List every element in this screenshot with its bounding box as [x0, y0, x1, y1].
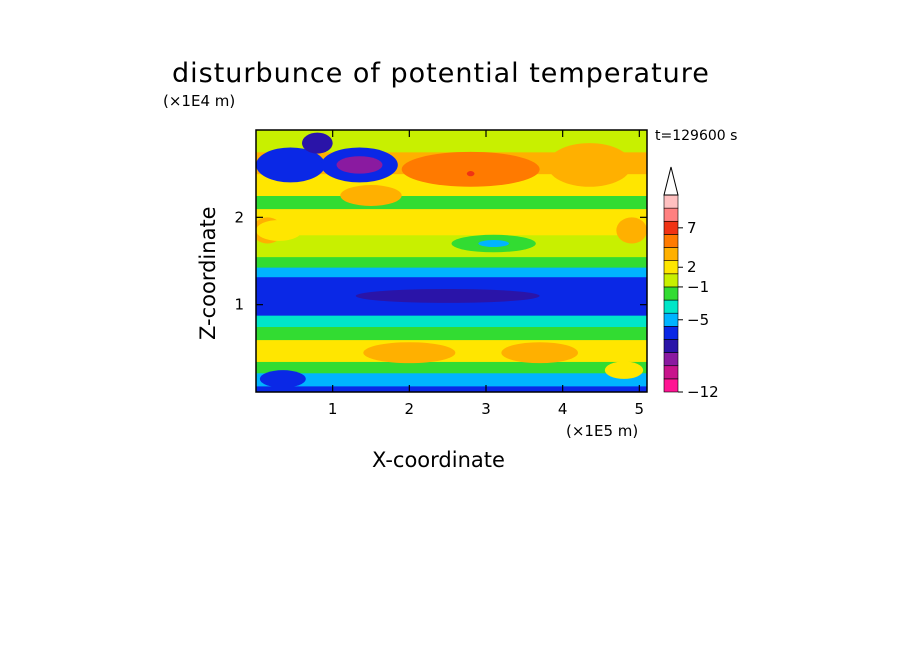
colorbar-swatch [663, 326, 679, 340]
contour-feature [616, 217, 647, 244]
colorbar-extend-arrow [663, 166, 679, 196]
colorbar-swatch [663, 378, 679, 393]
contour-feature [302, 132, 333, 154]
contour-band [256, 208, 647, 236]
colorbar-swatch [663, 273, 679, 288]
colorbar-label: −12 [687, 383, 719, 401]
contour-band [256, 361, 647, 374]
x-axis-label: X-coordinate [372, 448, 505, 472]
contour-feature [256, 147, 325, 183]
y-tick-label: 1 [234, 296, 244, 314]
colorbar-swatch [663, 247, 679, 261]
contour-feature [401, 151, 540, 187]
colorbar-label: 2 [687, 258, 697, 276]
contour-feature [478, 240, 509, 248]
y-axis-unit: (×1E4 m) [163, 92, 236, 110]
colorbar-swatch [663, 312, 679, 327]
contour-band [256, 256, 647, 268]
colorbar-swatch [663, 352, 679, 367]
colorbar-swatch [663, 299, 679, 314]
x-tick-label: 5 [635, 400, 645, 418]
colorbar-label: −5 [687, 311, 709, 329]
contour-band [256, 267, 647, 278]
contour-feature [604, 361, 644, 379]
colorbar-swatch [663, 365, 679, 380]
x-axis: 1 2 3 4 5 [328, 130, 644, 418]
contour-feature [355, 288, 540, 303]
contour-feature [466, 171, 475, 177]
contour-band [256, 385, 647, 392]
contour-band [256, 234, 647, 258]
contour-band [256, 326, 647, 341]
plot-frame [255, 129, 648, 393]
colorbar-swatch [663, 339, 679, 353]
x-tick-label: 2 [405, 400, 415, 418]
colorbar: 7 2 −1 −5 −12 [663, 166, 719, 401]
contour-feature [340, 185, 402, 206]
colorbar-swatch [663, 286, 679, 301]
colorbar-swatch [663, 234, 679, 248]
contour-field [256, 130, 647, 392]
contour-band [256, 130, 647, 153]
time-annotation: t=129600 s [655, 128, 738, 144]
colorbar-swatch [663, 194, 679, 209]
y-axis: 12 [234, 208, 647, 314]
contour-feature [256, 219, 302, 241]
x-axis-unit: (×1E5 m) [566, 422, 639, 440]
colorbar-label: −1 [687, 278, 709, 296]
x-tick-label: 1 [328, 400, 338, 418]
colorbar-swatch [663, 220, 679, 235]
contour-band [256, 315, 647, 327]
contour-feature [336, 156, 383, 174]
chart-title: disturbunce of potential temperature [172, 58, 710, 89]
contour-feature [259, 370, 306, 388]
colorbar-swatch [663, 260, 679, 275]
x-tick-label: 3 [481, 400, 491, 418]
x-tick-label: 4 [558, 400, 568, 418]
contour-band [256, 195, 647, 210]
contour-band [256, 372, 647, 387]
colorbar-swatch [663, 207, 679, 222]
y-tick-label: 2 [234, 208, 244, 226]
contour-feature [501, 342, 578, 364]
contour-feature [547, 143, 632, 187]
contour-feature [363, 342, 456, 364]
colorbar-label: 7 [687, 219, 697, 237]
